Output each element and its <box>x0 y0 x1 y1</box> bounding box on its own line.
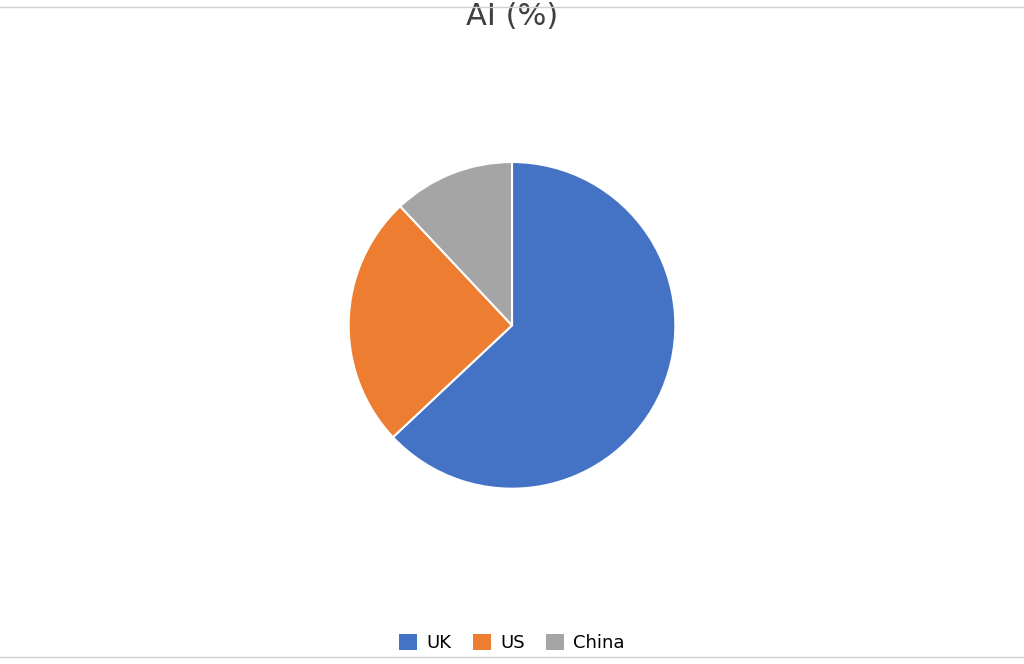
Wedge shape <box>393 162 676 489</box>
Wedge shape <box>348 207 512 437</box>
Legend: UK, US, China: UK, US, China <box>392 627 632 659</box>
Title: AI (%): AI (%) <box>466 3 558 31</box>
Wedge shape <box>400 162 512 325</box>
